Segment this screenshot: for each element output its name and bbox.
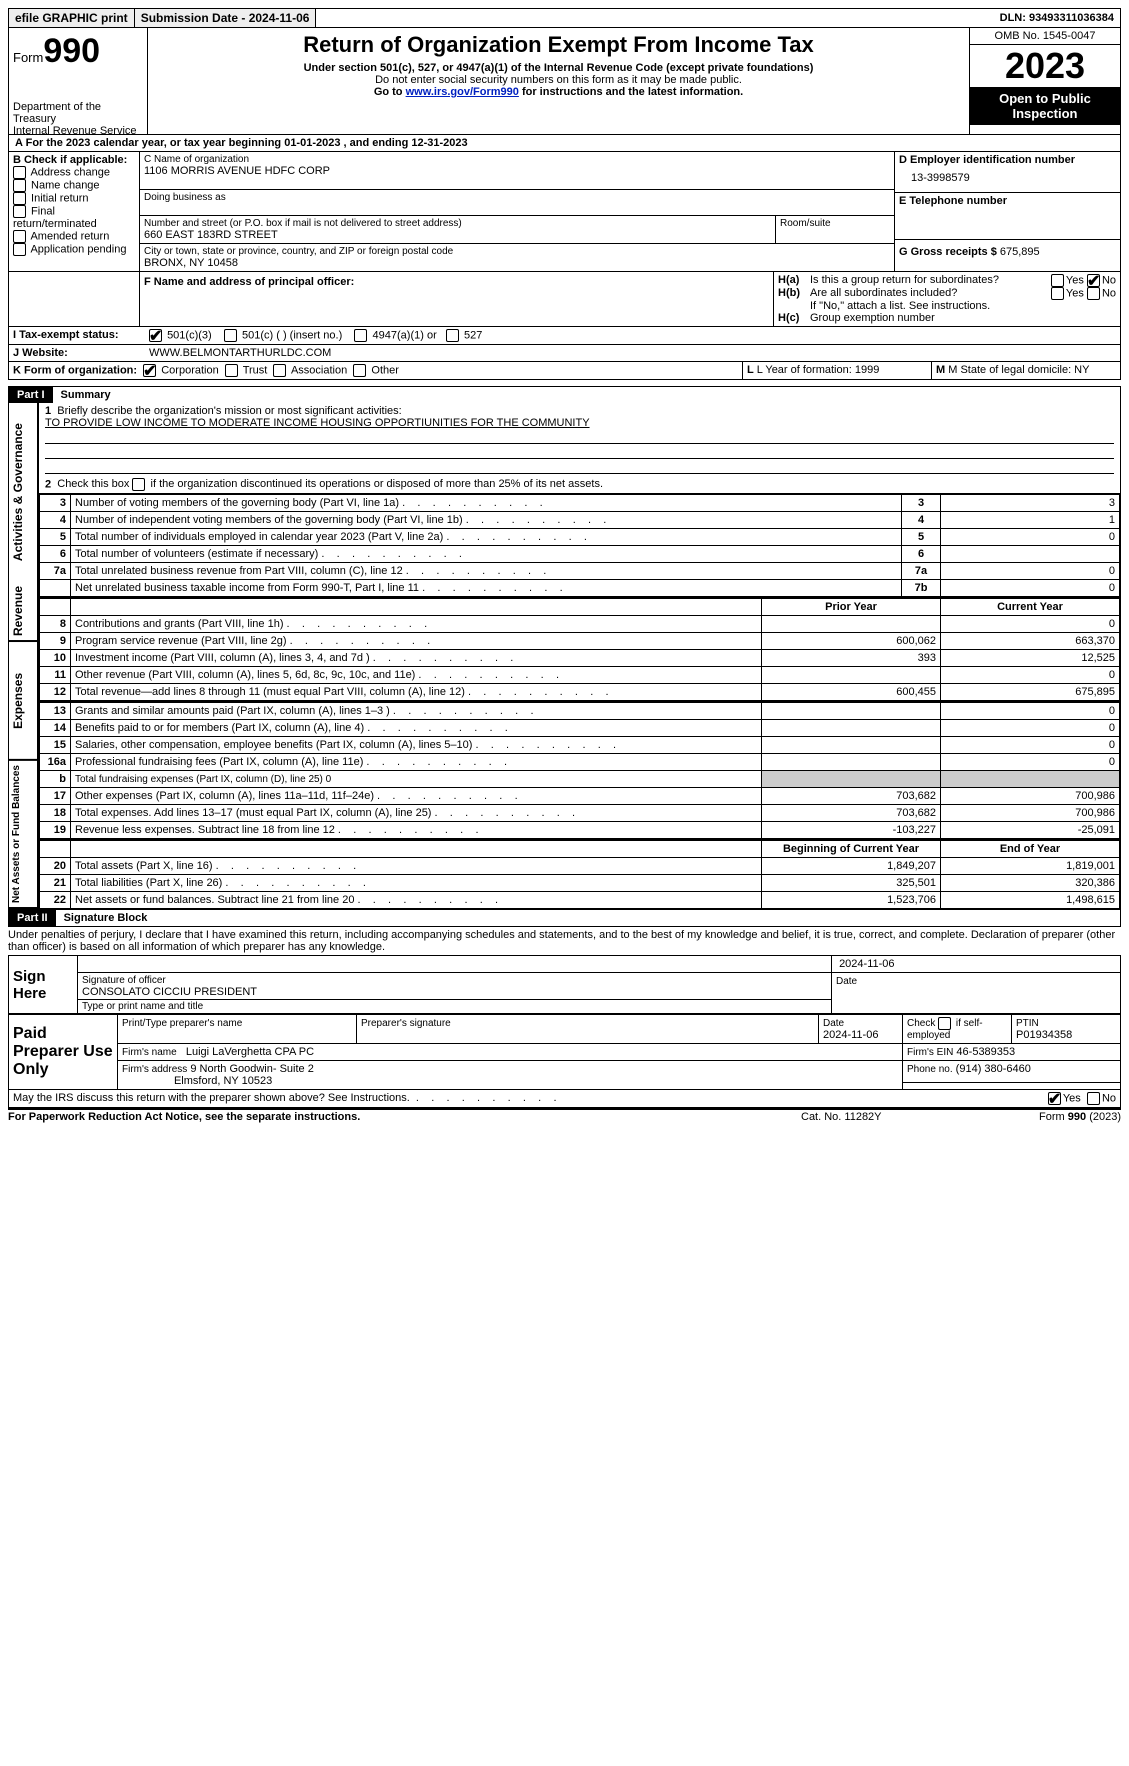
- i-row: I Tax-exempt status: 501(c)(3) 501(c) ( …: [8, 327, 1121, 345]
- box-c-label: C Name of organization: [144, 154, 890, 165]
- self-employed-checkbox[interactable]: [938, 1017, 951, 1030]
- h-note: If "No," attach a list. See instructions…: [778, 300, 1116, 312]
- city-label: City or town, state or province, country…: [144, 246, 890, 257]
- box-e-label: E Telephone number: [899, 195, 1116, 207]
- box-b-checkbox[interactable]: [13, 192, 26, 205]
- box-g-label: G Gross receipts $: [899, 246, 997, 258]
- firm-phone: (914) 380-6460: [956, 1063, 1031, 1075]
- discontinued-checkbox[interactable]: [132, 478, 145, 491]
- part2-header: Part IISignature Block: [8, 910, 1121, 927]
- 4947-checkbox[interactable]: [354, 329, 367, 342]
- box-b-checkbox[interactable]: [13, 243, 26, 256]
- exp-label: Expenses: [9, 642, 37, 761]
- firm-ein: 46-5389353: [956, 1046, 1015, 1058]
- h-a: Is this a group return for subordinates?: [810, 274, 1051, 287]
- hb-yes-checkbox[interactable]: [1051, 287, 1064, 300]
- 501c-checkbox[interactable]: [224, 329, 237, 342]
- ein: 13-3998579: [899, 166, 1116, 190]
- sign-here-table: Sign Here 2024-11-06 Signature of office…: [8, 955, 1121, 1014]
- ptin: P01934358: [1016, 1029, 1072, 1041]
- simple-rows-table: 3Number of voting members of the governi…: [39, 494, 1120, 597]
- irs-label: Internal Revenue Service: [13, 125, 143, 136]
- top-bar: efile GRAPHIC print Submission Date - 20…: [8, 8, 1121, 28]
- h-b: Are all subordinates included?: [810, 287, 1051, 300]
- irs-link[interactable]: www.irs.gov/Form990: [406, 86, 519, 98]
- box-b-checkbox[interactable]: [13, 205, 26, 218]
- form-header: Form990 Department of the Treasury Inter…: [8, 28, 1121, 135]
- org-name: 1106 MORRIS AVENUE HDFC CORP: [144, 165, 890, 177]
- room-label: Room/suite: [780, 218, 890, 229]
- tax-year: 2023: [970, 45, 1120, 87]
- form-title: Return of Organization Exempt From Incom…: [152, 32, 965, 58]
- line-a: A For the 2023 calendar year, or tax yea…: [8, 135, 1121, 152]
- f-h-block: F Name and address of principal officer:…: [8, 272, 1121, 327]
- box-b-checkbox[interactable]: [13, 179, 26, 192]
- open-to-public: Open to Public Inspection: [970, 87, 1120, 125]
- form-number: Form990: [13, 32, 143, 71]
- klm-row: K Form of organization: Corporation Trus…: [8, 362, 1121, 380]
- rev-table: Prior YearCurrent Year 8Contributions an…: [39, 597, 1120, 701]
- l1a: Briefly describe the organization's miss…: [57, 405, 401, 417]
- 501c3-checkbox[interactable]: [149, 329, 162, 342]
- state-domicile: M State of legal domicile: NY: [948, 364, 1089, 376]
- l2: Check this box if the organization disco…: [57, 478, 603, 490]
- discuss-yes-checkbox[interactable]: [1048, 1092, 1061, 1105]
- j-row: J Website: WWW.BELMONTARTHURLDC.COM: [8, 345, 1121, 362]
- addr-label: Number and street (or P.O. box if mail i…: [144, 218, 771, 229]
- 527-checkbox[interactable]: [446, 329, 459, 342]
- part1-body: Activities & Governance Revenue Expenses…: [8, 403, 1121, 910]
- net-label: Net Assets or Fund Balances: [9, 761, 37, 909]
- exp-table: 13Grants and similar amounts paid (Part …: [39, 701, 1120, 839]
- box-b-title: B Check if applicable:: [13, 154, 135, 166]
- submission-date: Submission Date - 2024-11-06: [135, 9, 317, 27]
- box-d-label: D Employer identification number: [899, 154, 1116, 166]
- h-c: Group exemption number: [810, 312, 935, 324]
- actgov-label: Activities & Governance: [9, 403, 37, 582]
- box-b-checkbox[interactable]: [13, 166, 26, 179]
- hb-no-checkbox[interactable]: [1087, 287, 1100, 300]
- box-b-checkbox[interactable]: [13, 230, 26, 243]
- other-checkbox[interactable]: [353, 364, 366, 377]
- dept-treasury: Department of the Treasury: [13, 101, 143, 125]
- subtitle-2: Do not enter social security numbers on …: [152, 74, 965, 86]
- omb-number: OMB No. 1545-0047: [970, 28, 1120, 45]
- declaration: Under penalties of perjury, I declare th…: [8, 927, 1121, 955]
- footer: For Paperwork Reduction Act Notice, see …: [8, 1108, 1121, 1123]
- firm-addr2: Elmsford, NY 10523: [174, 1075, 272, 1087]
- year-formation: L Year of formation: 1999: [757, 364, 880, 376]
- net-table: Beginning of Current YearEnd of Year 20T…: [39, 839, 1120, 909]
- dba-label: Doing business as: [144, 192, 890, 203]
- efile-print-button[interactable]: efile GRAPHIC print: [9, 9, 135, 27]
- identity-block: B Check if applicable: Address change Na…: [8, 152, 1121, 272]
- website: WWW.BELMONTARTHURLDC.COM: [149, 347, 331, 359]
- corp-checkbox[interactable]: [143, 364, 156, 377]
- city-state-zip: BRONX, NY 10458: [144, 257, 890, 269]
- box-f: F Name and address of principal officer:: [144, 276, 354, 288]
- discuss-row: May the IRS discuss this return with the…: [8, 1090, 1121, 1108]
- street-address: 660 EAST 183RD STREET: [144, 229, 771, 241]
- firm-addr1: 9 North Goodwin- Suite 2: [190, 1063, 314, 1075]
- dln: DLN: 93493311036384: [994, 10, 1120, 26]
- part1-header: Part ISummary: [8, 386, 1121, 403]
- ha-yes-checkbox[interactable]: [1051, 274, 1064, 287]
- mission: TO PROVIDE LOW INCOME TO MODERATE INCOME…: [45, 417, 590, 429]
- firm-name: Luigi LaVerghetta CPA PC: [186, 1046, 314, 1058]
- discuss-no-checkbox[interactable]: [1087, 1092, 1100, 1105]
- subtitle-3: Go to www.irs.gov/Form990 for instructio…: [152, 86, 965, 98]
- gross-receipts: 675,895: [1000, 246, 1040, 258]
- paid-preparer-table: Paid Preparer Use Only Print/Type prepar…: [8, 1014, 1121, 1090]
- assoc-checkbox[interactable]: [273, 364, 286, 377]
- ha-no-checkbox[interactable]: [1087, 274, 1100, 287]
- trust-checkbox[interactable]: [225, 364, 238, 377]
- subtitle-1: Under section 501(c), 527, or 4947(a)(1)…: [152, 62, 965, 74]
- officer-name: CONSOLATO CICCIU PRESIDENT: [82, 986, 257, 998]
- rev-label: Revenue: [9, 582, 37, 642]
